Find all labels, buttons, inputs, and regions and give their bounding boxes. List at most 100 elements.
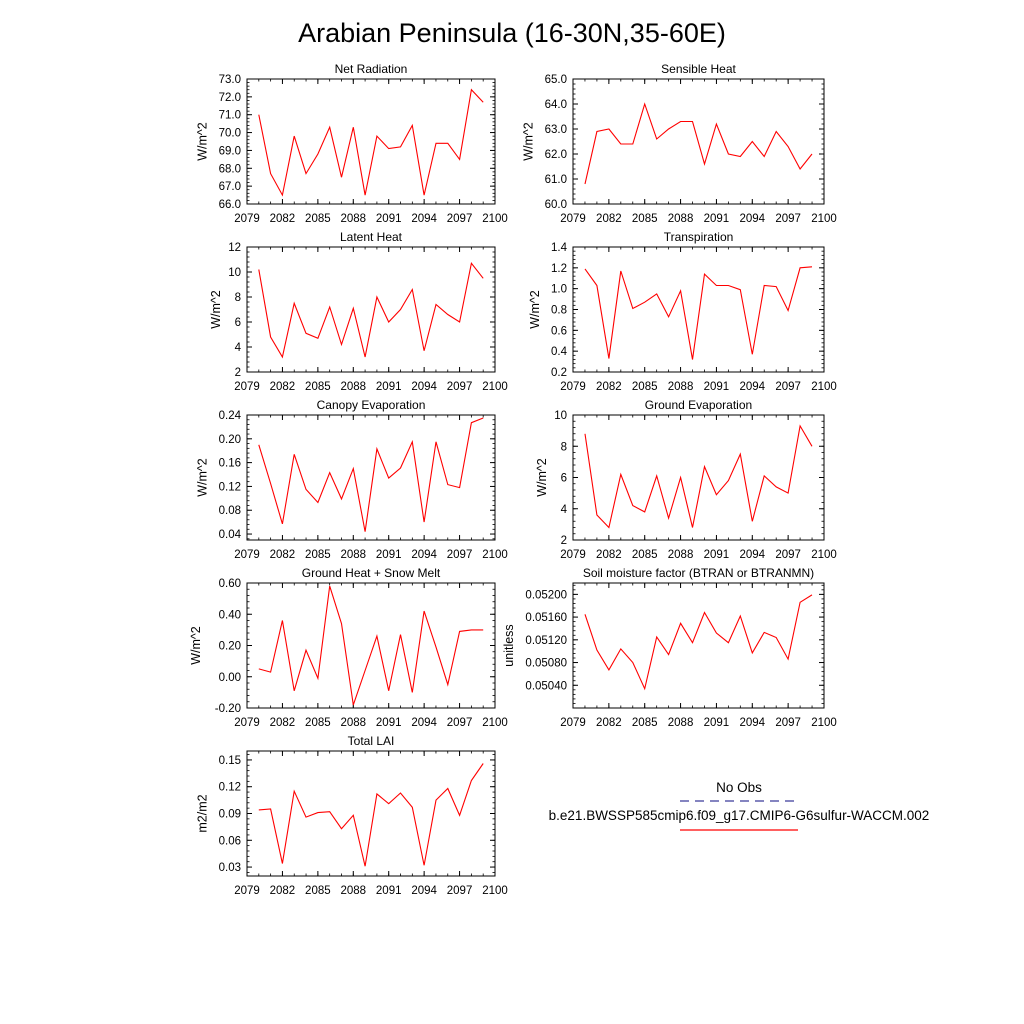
x-tick-label: 2100 (811, 381, 837, 393)
x-tick-label: 2097 (775, 549, 801, 561)
series-line-1 (258, 262, 484, 359)
y-tick-label: 0.05120 (525, 635, 567, 647)
y-tick-label: 0.15 (219, 755, 241, 767)
y-tick-label: 0.8 (551, 305, 567, 317)
x-tick-label: 2100 (482, 549, 508, 561)
plot-title: Ground Evaporation (645, 398, 752, 412)
x-tick-label: 2100 (811, 717, 837, 729)
plot-title: Sensible Heat (661, 62, 736, 76)
panel-4: 2079 2082 2085 2088 2091 2094 2097 2100 0.2 0.4 0.… (528, 230, 837, 393)
x-tick-label: 2079 (560, 381, 586, 393)
x-tick-label: 2082 (596, 549, 622, 561)
y-tick-label: 0.04 (219, 529, 242, 541)
y-axis-label: W/m^2 (196, 122, 210, 161)
x-tick-label: 2094 (411, 717, 437, 729)
x-tick-label: 2100 (482, 717, 508, 729)
series-line-1 (258, 88, 484, 197)
y-tick-label: 0.05200 (525, 589, 567, 601)
x-tick-label: 2091 (704, 549, 730, 561)
x-tick-label: 2088 (668, 213, 694, 225)
y-tick-label: 67.0 (219, 181, 241, 193)
y-tick-label: 0.00 (219, 672, 241, 684)
y-tick-label: 69.0 (219, 145, 241, 157)
x-tick-label: 2091 (376, 549, 402, 561)
x-tick-label: 2085 (632, 549, 658, 561)
plot-title: Soil moisture factor (BTRAN or BTRANMN) (583, 566, 814, 580)
y-tick-label: 1.2 (551, 263, 567, 275)
y-tick-label: 63.0 (545, 124, 567, 136)
y-axis-label: W/m^2 (196, 458, 210, 497)
y-axis-label: W/m^2 (189, 626, 203, 665)
panel-6: 2079 2082 2085 2088 2091 2094 2097 2100 2 4 6 8 10 Gr… (535, 398, 837, 561)
y-tick-label: 0.6 (551, 325, 567, 337)
x-tick-label: 2088 (668, 381, 694, 393)
x-tick-label: 2085 (305, 213, 331, 225)
x-tick-label: 2085 (305, 381, 331, 393)
y-axis-label: W/m^2 (522, 122, 536, 161)
x-tick-label: 2091 (704, 213, 730, 225)
x-tick-label: 2094 (411, 381, 437, 393)
plot-title: Ground Heat + Snow Melt (302, 566, 441, 580)
y-tick-label: 0.12 (219, 481, 241, 493)
x-tick-label: 2094 (739, 717, 765, 729)
y-tick-label: 0.08 (219, 505, 241, 517)
x-tick-label: 2097 (447, 549, 473, 561)
y-tick-label: 0.06 (219, 835, 241, 847)
x-tick-label: 2094 (411, 549, 437, 561)
y-tick-label: 0.09 (219, 809, 241, 821)
y-tick-label: 8 (235, 292, 241, 304)
panel-3: 2079 2082 2085 2088 2091 2094 2097 2100 2 4 6 8 10 12… (209, 230, 508, 393)
plot-frame (246, 582, 496, 709)
x-tick-label: 2088 (340, 549, 366, 561)
plot-frame (246, 750, 496, 877)
y-tick-label: 61.0 (545, 174, 567, 186)
series-line-1 (584, 594, 813, 691)
y-tick-label: 0.40 (219, 609, 241, 621)
x-tick-label: 2079 (560, 549, 586, 561)
x-tick-label: 2091 (376, 381, 402, 393)
x-tick-label: 2100 (482, 213, 508, 225)
y-axis-label: W/m^2 (535, 458, 549, 497)
y-axis-label: W/m^2 (209, 290, 223, 329)
plot-frame (246, 414, 496, 541)
x-tick-label: 2082 (596, 213, 622, 225)
x-tick-label: 2082 (270, 213, 296, 225)
y-tick-label: 2 (235, 367, 241, 379)
x-tick-label: 2079 (234, 885, 260, 897)
y-tick-label: 12 (228, 242, 241, 254)
y-tick-label: 62.0 (545, 149, 567, 161)
x-tick-label: 2079 (234, 717, 260, 729)
x-tick-label: 2091 (704, 717, 730, 729)
y-tick-label: 71.0 (219, 110, 241, 122)
panel-7: 2079 2082 2085 2088 2091 2094 2097 2100 -0.20 0.0… (189, 566, 508, 729)
x-tick-label: 2085 (305, 717, 331, 729)
y-axis-label: W/m^2 (528, 290, 542, 329)
y-tick-label: 65.0 (545, 74, 567, 86)
y-tick-label: 0.24 (219, 410, 242, 422)
x-tick-label: 2091 (376, 213, 402, 225)
plot-frame (572, 78, 825, 205)
y-tick-label: 0.2 (551, 367, 567, 379)
legend: No Obs b.e21.BWSSP585cmip6.f09_g17.CMIP6… (549, 780, 929, 831)
x-tick-label: 2091 (376, 885, 402, 897)
x-tick-label: 2082 (270, 381, 296, 393)
x-tick-label: 2082 (270, 549, 296, 561)
x-tick-label: 2094 (739, 549, 765, 561)
x-tick-label: 2088 (668, 549, 694, 561)
y-tick-label: 70.0 (219, 128, 241, 140)
x-tick-label: 2100 (482, 885, 508, 897)
x-tick-label: 2088 (340, 885, 366, 897)
x-tick-label: 2094 (739, 381, 765, 393)
x-tick-label: 2085 (632, 213, 658, 225)
y-tick-label: 68.0 (219, 163, 241, 175)
y-tick-label: 10 (228, 267, 241, 279)
y-tick-label: -0.20 (215, 703, 241, 715)
legend-obs-label: No Obs (716, 780, 762, 795)
y-tick-label: 0.4 (551, 346, 568, 358)
panels-group: 2079 2082 2085 2088 2091 2094 2097 2100 66.0 67.0… (189, 62, 837, 897)
plot-frame (572, 582, 825, 709)
panel-5: 2079 2082 2085 2088 2091 2094 2097 2100 0.04 0.08… (196, 398, 508, 561)
x-tick-label: 2100 (811, 213, 837, 225)
plot-title: Transpiration (664, 230, 734, 244)
